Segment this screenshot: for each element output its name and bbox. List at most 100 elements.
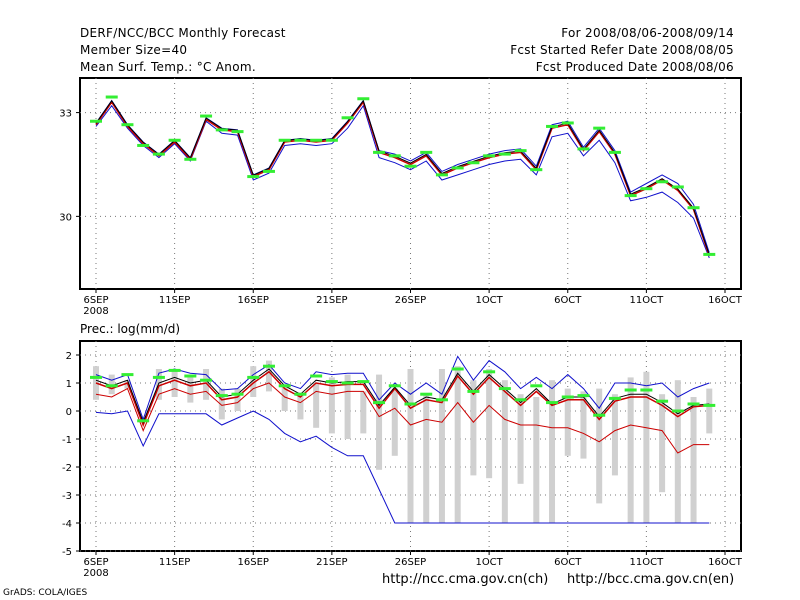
temp-obs-marker <box>561 121 574 125</box>
bcc-url[interactable]: http://bcc.cma.gov.cn(en) <box>567 572 735 587</box>
temp-y-tick-label: 33 <box>59 109 72 120</box>
start-reference-date: Fcst Started Refer Date 2008/08/05 <box>510 43 734 57</box>
prec-range-bar <box>250 366 257 397</box>
temp-obs-marker <box>656 180 669 184</box>
temp-x-year-label: 2008 <box>83 306 108 317</box>
prec-range-bar <box>486 369 493 479</box>
temp-obs-marker <box>341 116 354 120</box>
temp-member-line <box>95 99 710 255</box>
prec-obs-marker <box>105 384 118 388</box>
prec-obs-marker <box>90 375 102 379</box>
member-size: Member Size=40 <box>80 43 188 57</box>
grads-credit: GrADS: COLA/IGES <box>3 588 88 598</box>
prec-obs-marker <box>530 384 543 388</box>
prec-range-bar <box>533 397 540 523</box>
prec-obs-marker <box>420 392 433 396</box>
temp-obs-marker <box>278 138 291 142</box>
prec-ens-max-line <box>95 355 710 421</box>
prec-x-tick-label: 1OCT <box>475 557 503 568</box>
prec-range-bar <box>187 374 194 403</box>
prec-range-bar <box>376 374 383 470</box>
temp-obs-marker <box>687 206 700 210</box>
prec-y-tick-label: -1 <box>62 435 72 446</box>
ncc-url[interactable]: http://ncc.cma.gov.cn(ch) <box>382 572 549 587</box>
forecast-period: For 2008/08/06-2008/09/14 <box>561 26 734 40</box>
prec-y-tick-label: -3 <box>62 491 72 502</box>
prec-obs-marker <box>184 374 197 378</box>
prec-obs-marker <box>498 387 511 391</box>
temp-obs-marker <box>90 119 102 123</box>
prec-range-bar <box>454 366 461 523</box>
prec-member-line <box>95 368 710 424</box>
prec-obs-marker <box>404 402 417 406</box>
prec-range-bar <box>501 380 508 523</box>
prec-obs-marker <box>294 392 307 396</box>
temp-obs-marker <box>325 138 338 142</box>
prec-range-bar <box>423 394 430 523</box>
temp-obs-marker <box>498 152 511 156</box>
prec-range-bar <box>328 377 335 434</box>
prec-obs-marker <box>514 398 527 402</box>
prec-range-bar <box>265 360 272 392</box>
temp-obs-marker <box>514 149 527 153</box>
prec-range-bar <box>706 388 713 434</box>
temp-obs-marker <box>640 187 653 191</box>
prec-range-bar <box>596 388 603 504</box>
prec-range-bar <box>517 394 524 484</box>
prec-obs-marker <box>168 368 181 372</box>
temp-obs-marker <box>530 168 543 172</box>
prec-obs-marker <box>703 403 716 407</box>
temp-x-tick-label: 26SEP <box>395 295 426 306</box>
temp-obs-marker <box>310 138 323 142</box>
temp-obs-marker <box>451 166 464 170</box>
temp-obs-marker <box>294 138 307 142</box>
prec-obs-marker <box>467 389 480 393</box>
temp-obs-marker <box>137 143 150 147</box>
temp-x-tick-label: 11OCT <box>630 295 665 306</box>
prec-obs-marker <box>593 413 606 417</box>
temp-obs-marker <box>357 97 370 101</box>
temp-obs-marker <box>247 175 260 179</box>
prec-range-bar <box>627 377 634 523</box>
prec-obs-marker <box>671 409 684 413</box>
prec-obs-marker <box>687 402 700 406</box>
prec-x-tick-label: 21SEP <box>316 557 347 568</box>
temp-obs-marker <box>215 128 228 132</box>
prec-x-tick-label: 16SEP <box>238 557 269 568</box>
prec-obs-marker <box>231 392 244 396</box>
temp-y-tick-label: 30 <box>59 212 72 223</box>
prec-range-bar <box>659 394 666 493</box>
prec-range-bar <box>360 391 367 434</box>
prec-range-bar <box>344 374 351 439</box>
temp-obs-marker <box>121 123 134 127</box>
prec-range-bar <box>549 380 556 523</box>
prec-range-bar <box>234 388 241 411</box>
prec-y-tick-label: -5 <box>62 547 72 558</box>
prec-y-tick-label: -4 <box>62 519 72 530</box>
temp-x-tick-label: 16SEP <box>238 295 269 306</box>
prec-range-bar <box>391 388 398 456</box>
prec-obs-marker <box>137 419 150 423</box>
temp-x-tick-label: 21SEP <box>316 295 347 306</box>
prec-x-tick-label: 16OCT <box>708 557 743 568</box>
prec-x-tick-label: 6SEP <box>83 557 108 568</box>
produced-date: Fcst Produced Date 2008/08/06 <box>535 60 734 74</box>
prec-y-tick-label: -2 <box>62 463 72 474</box>
temp-obs-marker <box>404 164 417 168</box>
prec-range-bar <box>674 380 681 523</box>
prec-y-tick-label: 0 <box>66 407 72 418</box>
temp-obs-marker <box>231 130 244 134</box>
prec-x-tick-label: 11OCT <box>630 557 665 568</box>
temp-x-tick-label: 16OCT <box>708 295 743 306</box>
prec-x-tick-label: 26SEP <box>395 557 426 568</box>
temp-obs-marker <box>105 95 118 99</box>
temp-obs-marker <box>262 169 275 173</box>
temp-obs-marker <box>593 126 606 130</box>
prec-panel-title: Prec.: log(mm/d) <box>80 322 181 336</box>
prec-x-tick-label: 6OCT <box>554 557 582 568</box>
prec-range-bar <box>297 394 304 420</box>
prec-obs-marker <box>278 384 291 388</box>
prec-obs-marker <box>262 364 275 368</box>
prec-obs-marker <box>152 375 165 379</box>
